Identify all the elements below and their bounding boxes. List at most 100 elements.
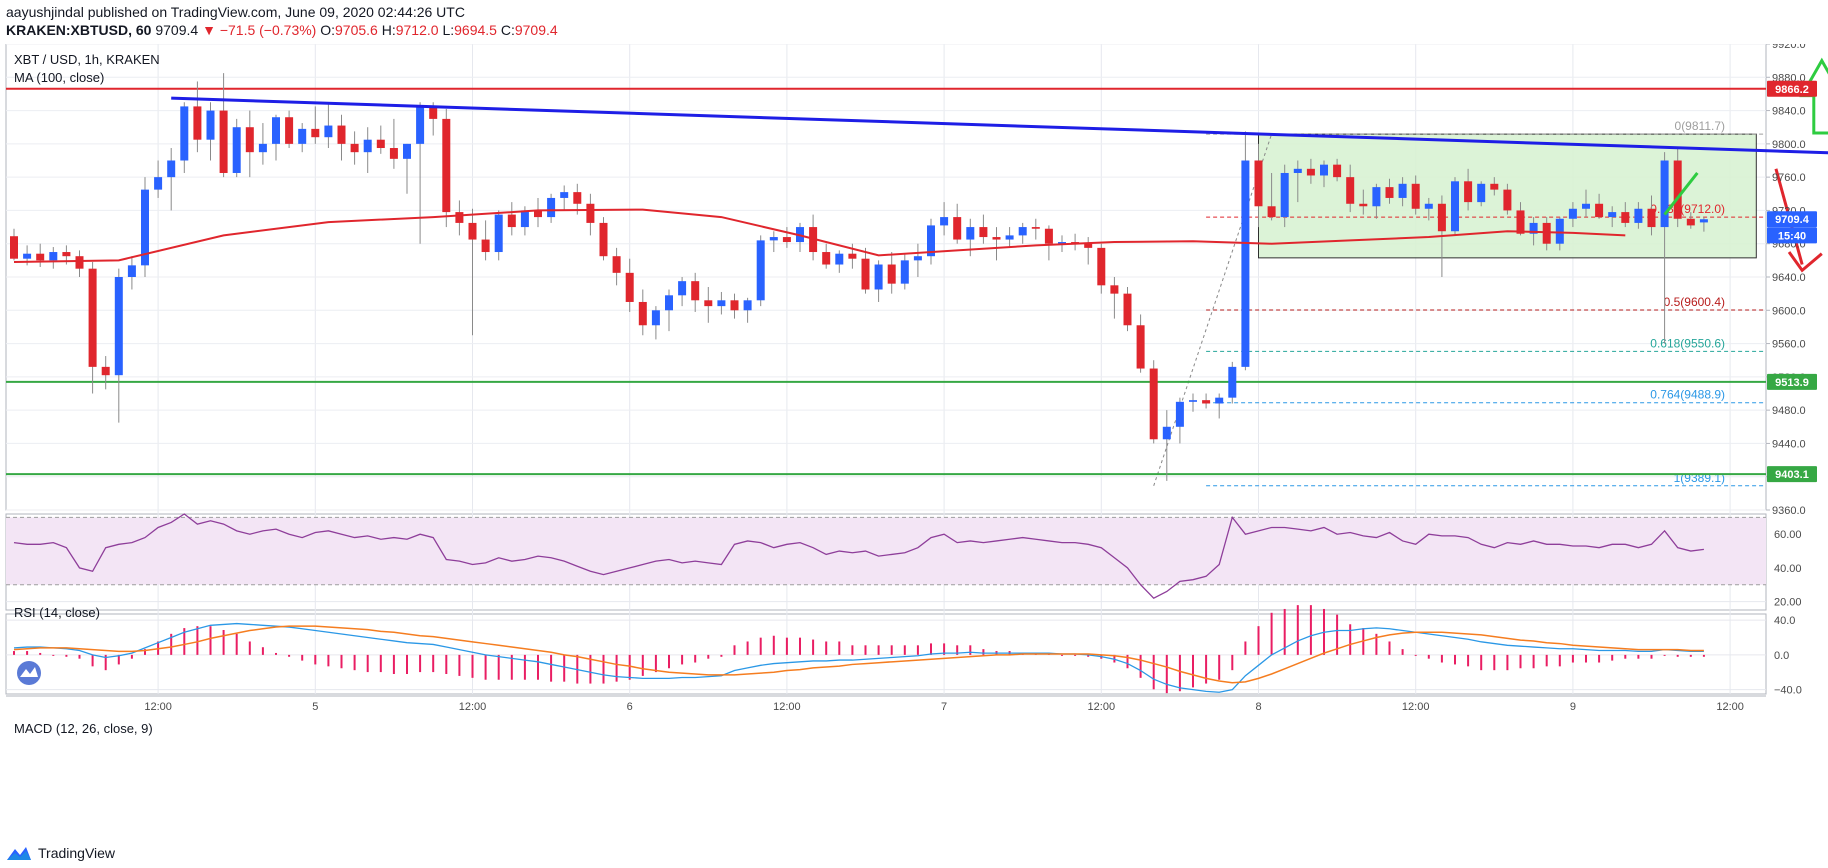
candle[interactable] — [337, 114, 346, 161]
candle[interactable] — [376, 125, 385, 154]
candle[interactable] — [141, 177, 149, 277]
candle[interactable] — [625, 258, 634, 312]
candle[interactable] — [1320, 160, 1328, 188]
candle[interactable] — [979, 214, 988, 244]
candle[interactable] — [534, 197, 542, 228]
candle[interactable] — [1568, 202, 1577, 228]
candle[interactable] — [743, 297, 752, 323]
candle[interactable] — [481, 220, 490, 261]
candle[interactable] — [442, 108, 451, 228]
candle[interactable] — [507, 202, 516, 236]
candle[interactable] — [127, 256, 136, 290]
candle[interactable] — [822, 243, 831, 269]
candle[interactable] — [900, 253, 909, 290]
candle[interactable] — [1490, 177, 1499, 196]
candle[interactable] — [1673, 148, 1682, 228]
candle[interactable] — [1411, 175, 1420, 215]
candle[interactable] — [219, 73, 228, 178]
candle[interactable] — [416, 102, 425, 244]
candle[interactable] — [1202, 393, 1211, 409]
candle[interactable] — [1503, 183, 1512, 215]
candle[interactable] — [324, 102, 333, 149]
candle[interactable] — [1306, 158, 1315, 184]
candle[interactable] — [1372, 183, 1381, 219]
candle[interactable] — [691, 272, 700, 312]
candle[interactable] — [1516, 202, 1525, 236]
candle[interactable] — [1634, 202, 1643, 229]
candle[interactable] — [1647, 195, 1656, 236]
candle[interactable] — [1123, 286, 1132, 332]
candle[interactable] — [586, 193, 595, 236]
candle[interactable] — [468, 208, 477, 336]
candle[interactable] — [1162, 410, 1171, 481]
candle[interactable] — [455, 200, 464, 236]
candle[interactable] — [782, 227, 791, 248]
candle[interactable] — [913, 243, 922, 277]
candle[interactable] — [180, 102, 189, 173]
candle[interactable] — [1071, 233, 1080, 251]
candle[interactable] — [1215, 393, 1224, 419]
candle[interactable] — [874, 260, 883, 302]
candle[interactable] — [1044, 225, 1053, 261]
candle[interactable] — [1555, 217, 1564, 251]
candle[interactable] — [389, 118, 398, 169]
candle[interactable] — [769, 231, 778, 253]
candle[interactable] — [1280, 164, 1289, 228]
candle[interactable] — [1110, 277, 1119, 319]
candle[interactable] — [704, 286, 713, 323]
candle[interactable] — [940, 202, 949, 236]
candle[interactable] — [1031, 218, 1040, 240]
candle[interactable] — [258, 123, 267, 165]
candle[interactable] — [1542, 217, 1551, 251]
footer-brand[interactable]: TradingView — [6, 842, 115, 864]
candle[interactable] — [1477, 181, 1486, 207]
candle[interactable] — [1149, 360, 1158, 444]
candle[interactable] — [403, 143, 411, 194]
candle[interactable] — [1699, 217, 1708, 232]
candle[interactable] — [861, 247, 870, 294]
candle[interactable] — [101, 356, 110, 390]
candle[interactable] — [665, 289, 673, 332]
candle[interactable] — [1359, 189, 1368, 215]
candle[interactable] — [363, 127, 372, 173]
macd-pane[interactable] — [13, 605, 1705, 694]
candle[interactable] — [114, 268, 123, 423]
candle[interactable] — [167, 148, 176, 211]
candle[interactable] — [36, 243, 45, 268]
candle[interactable] — [311, 106, 320, 144]
candle[interactable] — [1660, 152, 1669, 344]
candle[interactable] — [232, 118, 241, 178]
candle[interactable] — [887, 252, 896, 294]
candle[interactable] — [835, 250, 844, 273]
candle[interactable] — [1267, 172, 1276, 221]
candle[interactable] — [193, 81, 202, 153]
candle[interactable] — [272, 114, 280, 161]
candle[interactable] — [651, 306, 660, 340]
candle[interactable] — [717, 291, 726, 315]
candle[interactable] — [49, 247, 58, 269]
candle[interactable] — [1385, 178, 1394, 204]
candle[interactable] — [678, 277, 687, 307]
main-pane[interactable]: 0(9811.7) 0.236(9712.0) 0.5(9600.4) 0.618(9… — [6, 57, 1828, 487]
candle[interactable] — [88, 262, 97, 394]
candle[interactable] — [1424, 197, 1433, 221]
candle[interactable] — [1451, 177, 1459, 236]
candle[interactable] — [1346, 164, 1355, 213]
candle[interactable] — [612, 247, 621, 286]
candle[interactable] — [206, 102, 215, 161]
candle[interactable] — [1398, 177, 1407, 207]
candle[interactable] — [1686, 212, 1695, 229]
candle[interactable] — [1293, 160, 1302, 203]
candle[interactable] — [1228, 361, 1237, 404]
candle[interactable] — [992, 227, 1001, 261]
candle[interactable] — [953, 203, 962, 244]
candle[interactable] — [245, 110, 254, 178]
candle[interactable] — [1595, 193, 1604, 219]
candle[interactable] — [154, 160, 163, 198]
candle[interactable] — [75, 250, 84, 277]
candle[interactable] — [756, 235, 765, 307]
candle[interactable] — [10, 228, 18, 261]
candle[interactable] — [298, 123, 307, 153]
candle[interactable] — [796, 222, 804, 253]
candle[interactable] — [927, 218, 935, 265]
